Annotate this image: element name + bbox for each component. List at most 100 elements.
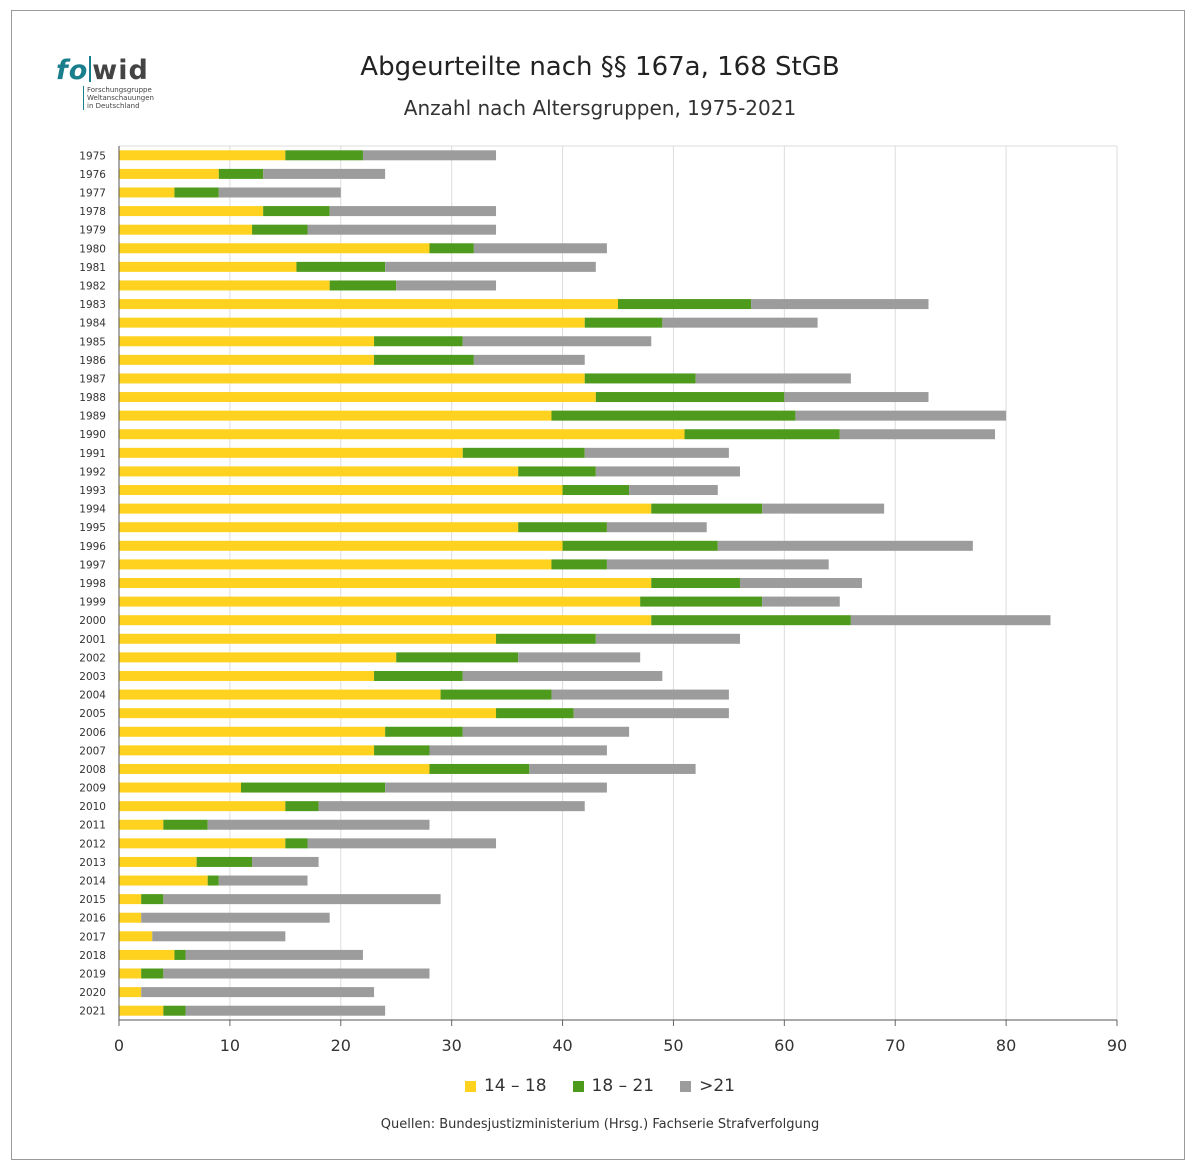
bar-segment [651, 615, 851, 626]
bar-segment [119, 392, 596, 403]
bar-segment [218, 187, 341, 198]
bar-segment [119, 596, 641, 607]
bar-segment [119, 987, 142, 998]
bar-segment [119, 745, 375, 756]
fowid-logo: fo wid Forschungsgruppe Weltanschauungen … [56, 56, 166, 116]
bar-segment [496, 633, 596, 644]
bar-segment [606, 559, 829, 570]
chart-frame [11, 10, 1185, 1160]
bar-segment [296, 261, 386, 272]
y-category-label: 2003 [79, 671, 106, 683]
y-category-label: 2008 [79, 764, 106, 776]
bar-segment [119, 261, 297, 272]
bar-segment [163, 819, 208, 830]
bar-segment [163, 1005, 186, 1016]
bar-segment [218, 875, 308, 886]
bar-segment [119, 819, 164, 830]
bar-segment [762, 503, 885, 514]
logo-tagline-line: Weltanschauungen [87, 94, 154, 102]
bar-segment [551, 410, 796, 421]
bar-segment [119, 782, 241, 793]
y-category-label: 1993 [79, 485, 106, 497]
bar-segment [119, 856, 197, 867]
bar-segment [119, 1005, 164, 1016]
bar-segment [374, 354, 474, 365]
bar-segment [263, 206, 330, 217]
bar-segment [717, 540, 973, 551]
bar-segment [119, 540, 563, 551]
bar-segment [551, 689, 729, 700]
bar-segment [462, 726, 630, 737]
bar-segment [307, 224, 497, 235]
bar-segment [185, 949, 363, 960]
y-category-label: 2016 [79, 913, 106, 925]
bar-segment [119, 763, 430, 774]
y-category-label: 2017 [79, 931, 106, 943]
bar-segment [141, 912, 330, 923]
y-category-label: 2018 [79, 950, 106, 962]
legend-item-over-21: >21 [680, 1076, 735, 1096]
bar-segment [396, 652, 519, 663]
bar-segment [141, 894, 164, 905]
bar-segment [374, 670, 463, 681]
bar-segment [263, 168, 386, 179]
logo-word-part2: wid [92, 55, 149, 86]
legend-swatch [572, 1080, 584, 1092]
bar-segment [207, 875, 219, 886]
source-note: Quellen: Bundesjustizministerium (Hrsg.)… [380, 1117, 820, 1132]
bar-segment [119, 708, 497, 719]
y-category-label: 1996 [79, 541, 106, 553]
chart-legend: 14 – 18 18 – 21 >21 [0, 1076, 1200, 1096]
y-category-label: 1981 [79, 262, 106, 274]
x-tick-label: 80 [996, 1036, 1016, 1055]
y-category-label: 1997 [79, 559, 106, 571]
y-category-label: 1977 [79, 187, 106, 199]
y-category-label: 1980 [79, 243, 106, 255]
y-category-label: 2012 [79, 838, 106, 850]
bar-segment [119, 670, 375, 681]
bar-segment [496, 708, 574, 719]
y-category-label: 2004 [79, 690, 106, 702]
bar-segment [119, 615, 652, 626]
bar-segment [218, 168, 264, 179]
bar-segment [551, 559, 607, 570]
y-category-label: 1994 [79, 504, 106, 516]
y-category-label: 1989 [79, 411, 106, 423]
bar-segment [119, 912, 142, 923]
logo-tagline-line: in Deutschland [87, 102, 140, 110]
y-category-label: 2000 [79, 615, 106, 627]
y-category-label: 2021 [79, 1006, 106, 1018]
bar-segment [174, 187, 219, 198]
y-category-label: 2015 [79, 894, 106, 906]
bar-segment [385, 261, 596, 272]
bar-segment [462, 447, 585, 458]
bar-segment [751, 299, 929, 310]
y-category-label: 1979 [79, 225, 106, 237]
bar-segment [119, 949, 175, 960]
bar-segment [119, 652, 397, 663]
x-tick-label: 40 [552, 1036, 572, 1055]
bar-segment [595, 633, 740, 644]
bar-segment [684, 429, 840, 440]
bar-segment [119, 894, 142, 905]
y-category-label: 2010 [79, 801, 106, 813]
bar-segment [374, 336, 463, 347]
x-tick-label: 30 [441, 1036, 461, 1055]
bar-segment [119, 466, 519, 477]
bar-segment [473, 243, 607, 254]
bar-segment [119, 373, 585, 384]
y-category-label: 1995 [79, 522, 106, 534]
bar-segment [119, 801, 286, 812]
bar-segment [163, 894, 441, 905]
y-category-label: 2006 [79, 727, 106, 739]
x-tick-label: 10 [220, 1036, 240, 1055]
logo-separator [89, 56, 92, 82]
bar-segment [651, 503, 763, 514]
y-category-label: 2013 [79, 857, 106, 869]
legend-label: 14 – 18 [483, 1076, 547, 1096]
bar-segment [307, 838, 497, 849]
y-category-label: 2019 [79, 969, 106, 981]
bar-segment [573, 708, 729, 719]
bar-segment [329, 280, 397, 291]
